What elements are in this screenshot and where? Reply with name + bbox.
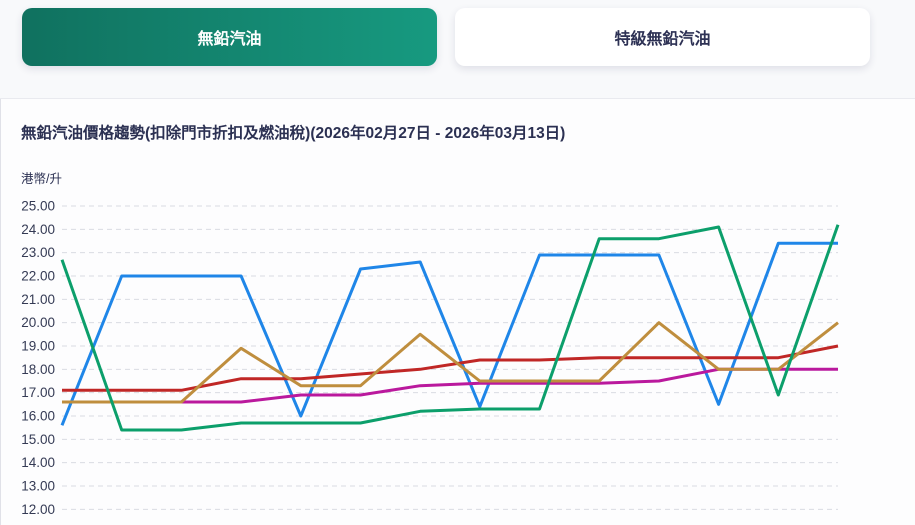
- tab-premium-unleaded-petrol[interactable]: 特級無鉛汽油: [455, 8, 870, 66]
- tab-bar: 無鉛汽油 特級無鉛汽油: [0, 0, 915, 99]
- chart-title: 無鉛汽油價格趨勢(扣除門市折扣及燃油稅)(2026年02月27日 - 2026年…: [21, 125, 566, 142]
- chart-panel: 無鉛汽油價格趨勢(扣除門市折扣及燃油稅)(2026年02月27日 - 2026年…: [0, 99, 915, 525]
- tab-unleaded-petrol[interactable]: 無鉛汽油: [22, 8, 437, 66]
- y-axis-unit-label: 港幣/升: [21, 172, 62, 186]
